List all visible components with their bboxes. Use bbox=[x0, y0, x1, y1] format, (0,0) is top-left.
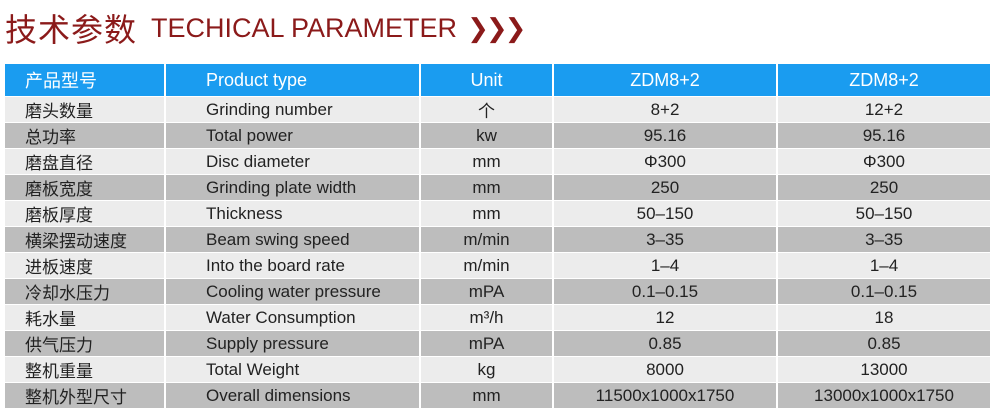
label-en-cell: Beam swing speed bbox=[164, 226, 420, 253]
model-1-cell: 95.16 bbox=[552, 122, 777, 149]
model-1-cell: 8+2 bbox=[552, 96, 777, 123]
table-row: 横梁摆动速度 Beam swing speed m/min 3–35 3–35 bbox=[5, 226, 990, 253]
label-cn-cell: 整机重量 bbox=[5, 356, 165, 383]
label-cn-cell: 耗水量 bbox=[5, 304, 165, 331]
unit-cell: m³/h bbox=[419, 304, 553, 331]
label-en-cell: Into the board rate bbox=[164, 252, 420, 279]
label-cn-cell: 磨板厚度 bbox=[5, 200, 165, 227]
model-2-cell: 0.85 bbox=[776, 330, 990, 357]
label-en-cell: Supply pressure bbox=[164, 330, 420, 357]
table-header: 产品型号 Product type Unit ZDM8+2 ZDM8+2 bbox=[5, 64, 990, 97]
label-cn-cell: 冷却水压力 bbox=[5, 278, 165, 305]
table-row: 总功率 Total power kw 95.16 95.16 bbox=[5, 122, 990, 149]
unit-cell: kg bbox=[419, 356, 553, 383]
model-2-cell: 50–150 bbox=[776, 200, 990, 227]
table-row: 整机重量 Total Weight kg 8000 13000 bbox=[5, 356, 990, 383]
label-cn-cell: 总功率 bbox=[5, 122, 165, 149]
label-cn-cell: 进板速度 bbox=[5, 252, 165, 279]
table-row: 整机外型尺寸 Overall dimensions mm 11500x1000x175… bbox=[5, 382, 990, 409]
model-1-cell: 0.85 bbox=[552, 330, 777, 357]
label-en-cell: Cooling water pressure bbox=[164, 278, 420, 305]
table-row: 磨盘直径 Disc diameter mm Φ300 Φ300 bbox=[5, 148, 990, 175]
label-en-cell: Disc diameter bbox=[164, 148, 420, 175]
model-1-cell: 3–35 bbox=[552, 226, 777, 253]
label-en-cell: Thickness bbox=[164, 200, 420, 227]
label-cn-cell: 磨头数量 bbox=[5, 96, 165, 123]
title-en: TECHICAL PARAMETER bbox=[151, 12, 458, 43]
label-en-cell: Water Consumption bbox=[164, 304, 420, 331]
unit-cell: mm bbox=[419, 200, 553, 227]
table-row: 冷却水压力 Cooling water pressure mPA 0.1–0.15 0.… bbox=[5, 278, 990, 305]
model-2-cell: 3–35 bbox=[776, 226, 990, 253]
table-row: 耗水量 Water Consumption m³/h 12 18 bbox=[5, 304, 990, 331]
table-row: 磨头数量 Grinding number 个 8+2 12+2 bbox=[5, 96, 990, 123]
label-cn-cell: 磨盘直径 bbox=[5, 148, 165, 175]
unit-cell: 个 bbox=[419, 96, 553, 123]
table-row: 磨板厚度 Thickness mm 50–150 50–150 bbox=[5, 200, 990, 227]
model-1-cell: 50–150 bbox=[552, 200, 777, 227]
model-2-cell: 250 bbox=[776, 174, 990, 201]
parameter-table: 产品型号 Product type Unit ZDM8+2 ZDM8+2 磨头数量 Grin… bbox=[5, 64, 990, 409]
label-cn-cell: 磨板宽度 bbox=[5, 174, 165, 201]
unit-cell: mPA bbox=[419, 278, 553, 305]
label-en-cell: Grinding number bbox=[164, 96, 420, 123]
unit-cell: m/min bbox=[419, 226, 553, 253]
model-1-cell: 0.1–0.15 bbox=[552, 278, 777, 305]
unit-cell: Unit bbox=[419, 64, 553, 97]
model-2-cell: ZDM8+2 bbox=[776, 64, 990, 97]
model-1-cell: 12 bbox=[552, 304, 777, 331]
model-1-cell: ZDM8+2 bbox=[552, 64, 777, 97]
model-2-cell: Φ300 bbox=[776, 148, 990, 175]
unit-cell: m/min bbox=[419, 252, 553, 279]
table-row: 进板速度 Into the board rate m/min 1–4 1–4 bbox=[5, 252, 990, 279]
label-cn-cell: 产品型号 bbox=[5, 64, 165, 97]
model-2-cell: 12+2 bbox=[776, 96, 990, 123]
model-1-cell: Φ300 bbox=[552, 148, 777, 175]
unit-cell: mm bbox=[419, 174, 553, 201]
unit-cell: mm bbox=[419, 382, 553, 409]
label-en-cell: Overall dimensions bbox=[164, 382, 420, 409]
title-cn: 技术参数 bbox=[5, 11, 138, 49]
unit-cell: mPA bbox=[419, 330, 553, 357]
label-en-cell: Total power bbox=[164, 122, 420, 149]
model-2-cell: 1–4 bbox=[776, 252, 990, 279]
label-en-cell: Total Weight bbox=[164, 356, 420, 383]
chevrons-icon: ❯❯❯ bbox=[467, 12, 526, 43]
model-1-cell: 8000 bbox=[552, 356, 777, 383]
model-2-cell: 0.1–0.15 bbox=[776, 278, 990, 305]
model-2-cell: 18 bbox=[776, 304, 990, 331]
label-cn-cell: 整机外型尺寸 bbox=[5, 382, 165, 409]
table-row: 供气压力 Supply pressure mPA 0.85 0.85 bbox=[5, 330, 990, 357]
label-cn-cell: 横梁摆动速度 bbox=[5, 226, 165, 253]
model-1-cell: 11500x1000x1750 bbox=[552, 382, 777, 409]
model-2-cell: 95.16 bbox=[776, 122, 990, 149]
model-2-cell: 13000 bbox=[776, 356, 990, 383]
unit-cell: kw bbox=[419, 122, 553, 149]
page-title: 技术参数 TECHICAL PARAMETER ❯❯❯ bbox=[5, 8, 526, 49]
table-row: 磨板宽度 Grinding plate width mm 250 250 bbox=[5, 174, 990, 201]
label-en-cell: Grinding plate width bbox=[164, 174, 420, 201]
label-cn-cell: 供气压力 bbox=[5, 330, 165, 357]
label-en-cell: Product type bbox=[164, 64, 420, 97]
model-1-cell: 1–4 bbox=[552, 252, 777, 279]
model-2-cell: 13000x1000x1750 bbox=[776, 382, 990, 409]
model-1-cell: 250 bbox=[552, 174, 777, 201]
unit-cell: mm bbox=[419, 148, 553, 175]
